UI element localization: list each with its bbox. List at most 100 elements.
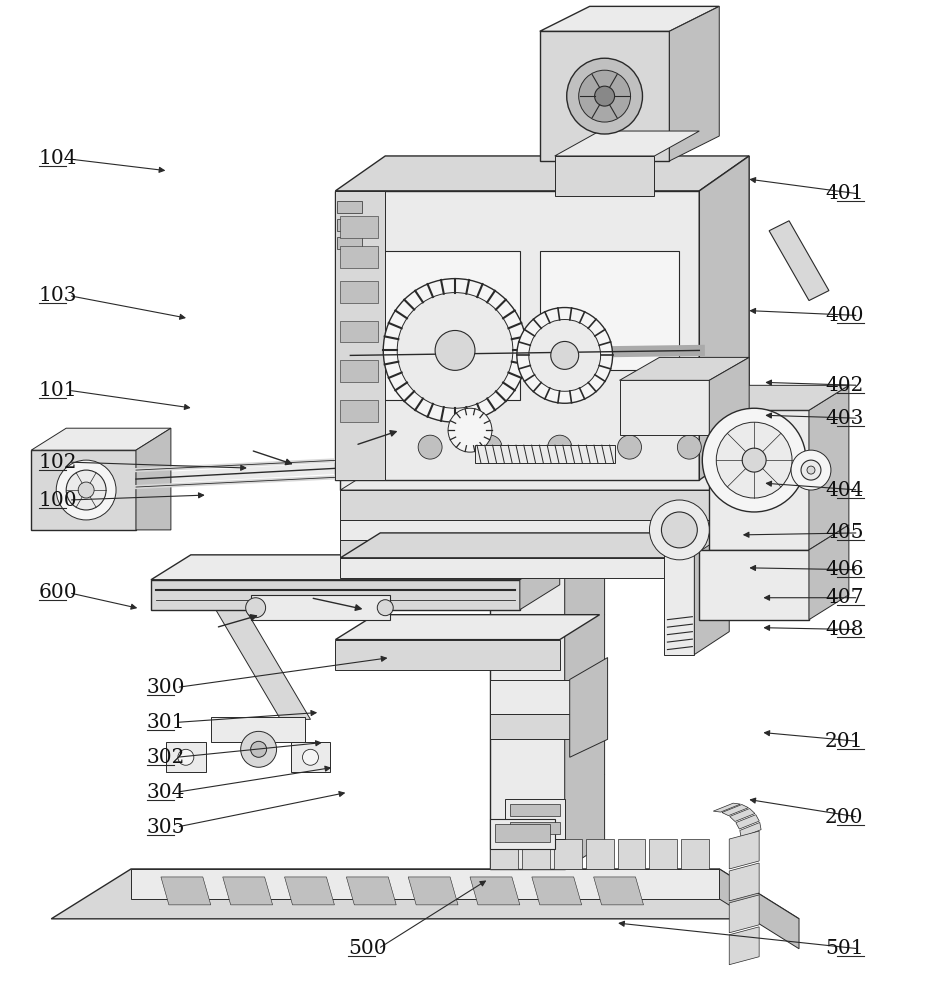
Bar xyxy=(555,156,654,196)
Polygon shape xyxy=(285,877,335,905)
Circle shape xyxy=(178,749,194,765)
Circle shape xyxy=(529,320,601,391)
Text: 102: 102 xyxy=(39,453,77,472)
Polygon shape xyxy=(565,455,604,869)
Polygon shape xyxy=(729,831,760,869)
Polygon shape xyxy=(136,428,171,530)
Bar xyxy=(290,742,331,772)
Circle shape xyxy=(579,70,631,122)
Circle shape xyxy=(595,86,615,106)
Polygon shape xyxy=(779,495,819,540)
Polygon shape xyxy=(729,927,760,965)
Circle shape xyxy=(448,408,492,452)
Polygon shape xyxy=(336,640,559,670)
Polygon shape xyxy=(408,877,458,905)
Polygon shape xyxy=(779,465,819,520)
Bar xyxy=(710,410,809,550)
Bar xyxy=(490,819,555,849)
Bar xyxy=(490,714,570,739)
Polygon shape xyxy=(710,385,849,410)
Circle shape xyxy=(478,435,502,459)
Bar xyxy=(360,251,520,400)
Polygon shape xyxy=(336,615,600,640)
Circle shape xyxy=(303,749,319,765)
Polygon shape xyxy=(490,839,518,869)
Circle shape xyxy=(716,422,792,498)
Polygon shape xyxy=(570,658,607,757)
Circle shape xyxy=(548,435,572,459)
Polygon shape xyxy=(586,839,614,869)
Text: 302: 302 xyxy=(147,748,185,767)
Circle shape xyxy=(398,293,513,408)
Polygon shape xyxy=(710,357,749,458)
Polygon shape xyxy=(719,869,799,949)
Circle shape xyxy=(418,435,442,459)
Polygon shape xyxy=(340,460,779,490)
Bar xyxy=(509,804,559,816)
Polygon shape xyxy=(151,580,520,610)
Polygon shape xyxy=(52,869,799,919)
Text: 101: 101 xyxy=(39,381,77,400)
Bar xyxy=(165,742,206,772)
Polygon shape xyxy=(340,540,779,558)
Polygon shape xyxy=(740,822,761,838)
Bar xyxy=(337,201,362,213)
Polygon shape xyxy=(736,815,760,829)
Circle shape xyxy=(678,435,701,459)
Text: 300: 300 xyxy=(147,678,185,697)
Circle shape xyxy=(702,408,806,512)
Polygon shape xyxy=(682,839,710,869)
Polygon shape xyxy=(532,877,582,905)
Bar xyxy=(340,216,378,238)
Circle shape xyxy=(384,279,526,422)
Polygon shape xyxy=(520,555,559,610)
Bar xyxy=(495,824,550,842)
Bar xyxy=(31,450,136,530)
Polygon shape xyxy=(669,6,719,161)
Circle shape xyxy=(650,500,710,560)
Circle shape xyxy=(251,741,267,757)
Bar xyxy=(540,251,680,370)
Circle shape xyxy=(618,435,641,459)
Polygon shape xyxy=(340,435,819,460)
Circle shape xyxy=(743,448,766,472)
Circle shape xyxy=(56,460,116,520)
Bar xyxy=(475,445,615,463)
Bar xyxy=(509,822,559,834)
Text: 100: 100 xyxy=(39,491,77,510)
Text: 404: 404 xyxy=(825,481,864,500)
Text: 104: 104 xyxy=(39,149,77,168)
Polygon shape xyxy=(540,6,719,31)
Circle shape xyxy=(78,482,94,498)
Polygon shape xyxy=(729,863,760,901)
Bar xyxy=(340,246,378,268)
Polygon shape xyxy=(340,533,819,558)
Bar xyxy=(340,320,378,342)
Text: 500: 500 xyxy=(348,939,386,958)
Polygon shape xyxy=(223,877,273,905)
Circle shape xyxy=(728,435,751,459)
Polygon shape xyxy=(729,895,760,933)
Bar xyxy=(336,191,385,480)
Polygon shape xyxy=(713,803,741,812)
Text: 103: 103 xyxy=(39,286,77,305)
Polygon shape xyxy=(161,877,211,905)
Text: 305: 305 xyxy=(147,818,185,837)
Circle shape xyxy=(801,460,821,480)
Bar xyxy=(505,799,565,839)
Text: 200: 200 xyxy=(825,808,864,827)
Circle shape xyxy=(245,598,266,618)
Polygon shape xyxy=(618,839,646,869)
Polygon shape xyxy=(340,520,779,540)
Text: 400: 400 xyxy=(825,306,864,325)
Text: 408: 408 xyxy=(825,620,864,639)
Text: 402: 402 xyxy=(825,376,864,395)
Circle shape xyxy=(791,450,831,490)
Bar xyxy=(336,196,366,251)
Bar xyxy=(340,281,378,303)
Bar xyxy=(490,680,570,714)
Circle shape xyxy=(551,341,579,369)
Polygon shape xyxy=(216,610,310,719)
Text: 401: 401 xyxy=(825,184,864,203)
Bar xyxy=(337,237,362,249)
